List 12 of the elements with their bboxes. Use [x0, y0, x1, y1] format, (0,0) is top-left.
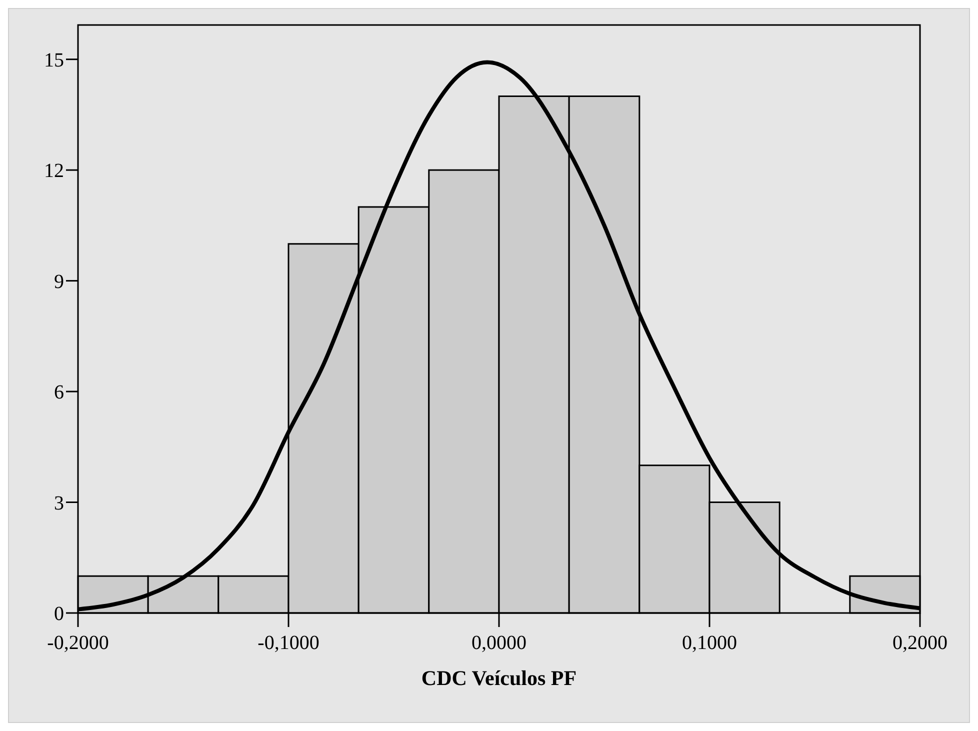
x-tick-label: 0,0000 — [472, 632, 526, 654]
x-tick-label: 0,1000 — [682, 632, 737, 654]
x-tick-label: -0,1000 — [258, 632, 320, 654]
y-tick-label: 9 — [54, 270, 64, 293]
y-tick-label: 3 — [54, 492, 64, 514]
y-tick-label: 6 — [54, 382, 64, 404]
y-tick-label: 12 — [44, 160, 64, 182]
y-tick-label: 0 — [54, 603, 64, 625]
x-tick-label: -0,2000 — [47, 632, 109, 654]
y-tick-label: 15 — [44, 49, 64, 72]
x-tick-label: 0,2000 — [892, 632, 948, 654]
x-axis-title: CDC Veículos PF — [421, 666, 577, 690]
